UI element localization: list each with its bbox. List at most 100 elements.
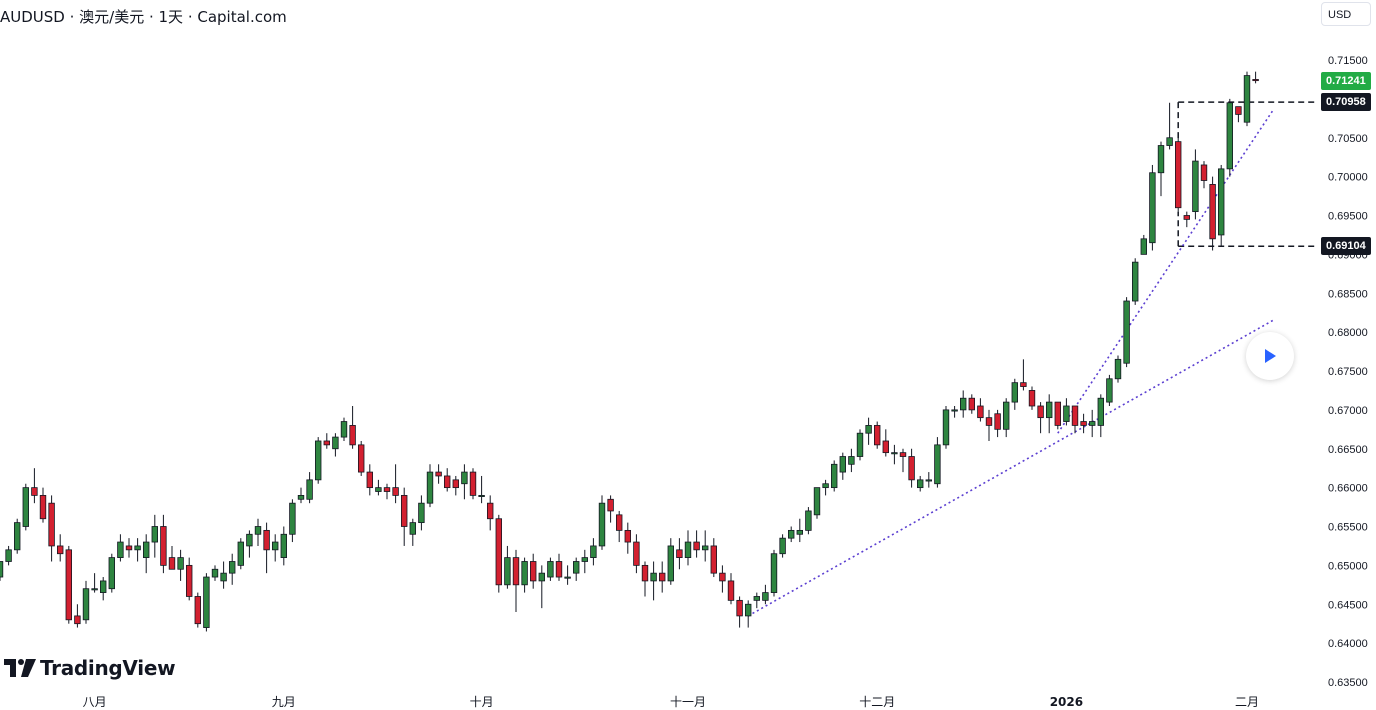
candle-body <box>564 576 571 579</box>
candle-body <box>108 557 115 590</box>
candle-body <box>254 526 262 535</box>
candle-body <box>865 425 872 434</box>
candle-body <box>788 529 795 539</box>
candle-body <box>478 494 485 497</box>
candle-body <box>1106 378 1113 403</box>
candle-body <box>1097 397 1104 426</box>
candle-body <box>57 545 64 555</box>
candle-body <box>31 487 38 496</box>
candle-body <box>951 409 958 412</box>
candle-body <box>960 397 967 411</box>
candle-body <box>805 510 812 531</box>
x-tick-label: 十二月 <box>859 695 895 709</box>
candle-body <box>736 599 743 617</box>
candle-body <box>469 471 477 496</box>
candle-body <box>323 440 330 446</box>
y-tick-label: 0.64000 <box>1328 638 1368 650</box>
candle-body <box>383 487 391 492</box>
chart-title: AUDUSD · 澳元/美元 · 1天 · Capital.com <box>0 8 287 26</box>
candle-body <box>48 502 55 547</box>
candle-body <box>495 518 502 586</box>
candle-body <box>1192 160 1199 213</box>
candle-body <box>822 483 829 489</box>
candle-body <box>616 514 623 531</box>
y-tick-label: 0.68500 <box>1328 288 1368 300</box>
candle-body <box>650 572 657 582</box>
x-tick-label: 十一月 <box>670 695 706 709</box>
x-tick-label: 十月 <box>470 695 494 709</box>
candle-body <box>908 456 915 481</box>
y-tick-label: 0.64500 <box>1328 599 1368 611</box>
candle-body <box>1011 382 1018 403</box>
candle-body <box>710 545 717 574</box>
candle-body <box>1054 401 1061 426</box>
candle-body <box>1071 405 1079 426</box>
candle-body <box>702 545 709 551</box>
candle-body <box>1028 390 1036 407</box>
candle-body <box>1020 382 1027 387</box>
candle-body <box>684 541 692 558</box>
candle-body <box>530 561 537 582</box>
candle-body <box>443 475 451 489</box>
candle-body <box>633 541 640 566</box>
currency-selector[interactable]: USD <box>1321 2 1371 26</box>
y-tick-label: 0.66000 <box>1328 483 1368 495</box>
candle-body <box>1114 358 1122 380</box>
candle-body <box>392 487 399 496</box>
candle-body <box>727 580 735 601</box>
upper-level-tag: 0.70958 <box>1321 93 1371 112</box>
candle-body <box>504 557 511 586</box>
candle-body <box>151 526 158 543</box>
x-tick-label: 九月 <box>272 695 296 709</box>
play-button[interactable] <box>1246 332 1294 380</box>
trend-line <box>1057 110 1274 434</box>
trend-line <box>747 319 1274 617</box>
candle-body <box>452 479 459 489</box>
candle-body <box>745 603 752 617</box>
candle-body <box>968 397 975 411</box>
candle-body <box>100 580 107 593</box>
candle-body <box>839 456 846 473</box>
y-tick-label: 0.66500 <box>1328 444 1368 456</box>
logo-text: TradingView <box>40 656 176 680</box>
tradingview-logo-icon <box>4 659 36 677</box>
candle-body <box>512 557 520 586</box>
candle-body <box>1166 137 1173 146</box>
y-tick-label: 0.70500 <box>1328 133 1368 145</box>
x-tick-label: 八月 <box>83 695 107 709</box>
y-tick-label: 0.68000 <box>1328 327 1368 339</box>
candle-body <box>624 529 631 543</box>
candle-body <box>934 444 941 485</box>
candle-body <box>693 541 700 551</box>
candle-body <box>74 615 81 625</box>
candle-body <box>753 596 760 601</box>
candle-body <box>796 529 803 535</box>
candle-body <box>375 487 382 492</box>
candle-body <box>168 557 176 570</box>
candle-body <box>1183 215 1190 220</box>
x-tick-label: 2026 <box>1050 695 1083 709</box>
y-tick-label: 0.70000 <box>1328 172 1368 184</box>
candle-body <box>891 452 898 455</box>
candle-body <box>486 502 494 520</box>
candle-body <box>177 557 184 570</box>
candle-body <box>985 417 993 426</box>
candle-body <box>994 413 1001 430</box>
candle-body <box>573 561 580 574</box>
candle-body <box>1200 164 1208 181</box>
candle-body <box>91 588 98 591</box>
candle-body <box>280 533 287 559</box>
y-tick-label: 0.65000 <box>1328 560 1368 572</box>
candle-body <box>271 541 279 551</box>
tradingview-logo[interactable]: TradingView <box>4 656 176 680</box>
candle-body <box>211 568 219 578</box>
candle-body <box>1123 300 1130 364</box>
y-tick-label: 0.65500 <box>1328 522 1368 534</box>
candle-body <box>65 549 72 621</box>
candle-body <box>357 444 365 473</box>
candle-body <box>134 545 141 551</box>
last-price-tag: 0.71241 <box>1321 72 1371 90</box>
candle-body <box>194 596 201 625</box>
y-tick-label: 0.69500 <box>1328 211 1368 223</box>
